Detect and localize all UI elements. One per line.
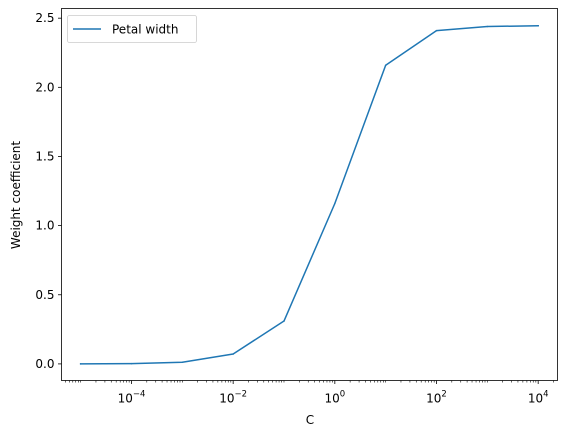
plot-frame (61, 8, 558, 381)
data-point (486, 25, 489, 28)
data-point (283, 320, 285, 322)
y-axis: 0.0 0.5 1.0 1.5 2.0 2.5 (35, 11, 62, 371)
x-tick-label: 100 (324, 390, 345, 406)
data-point (130, 362, 133, 365)
y-tick-label: 2.0 (35, 80, 54, 94)
data-point (79, 363, 82, 365)
data-point (435, 29, 438, 32)
x-tick-label: 104 (528, 390, 549, 406)
data-point (181, 361, 184, 363)
x-tick-label: 10−2 (219, 390, 247, 406)
data-point (232, 353, 234, 355)
y-tick-label: 2.5 (35, 11, 54, 25)
data-point (537, 25, 539, 27)
y-axis-label: Weight coefficient (9, 141, 23, 249)
legend: Petal width (67, 15, 197, 43)
legend-box (67, 15, 197, 43)
y-tick-label: 0.0 (35, 357, 54, 371)
data-point (334, 202, 336, 205)
x-tick-label: 102 (426, 390, 447, 406)
data-point (384, 64, 387, 66)
x-axis-label: C (306, 413, 314, 427)
y-tick-label: 0.5 (35, 288, 54, 302)
legend-label-petal-width: Petal width (112, 23, 178, 37)
series-line-0 (79, 25, 539, 365)
y-tick-label: 1.5 (35, 149, 54, 163)
y-tick-label: 1.0 (35, 219, 54, 233)
x-tick-label: 10−4 (118, 390, 146, 406)
x-axis: 10−4 10−2 100 102 104 (65, 380, 554, 406)
